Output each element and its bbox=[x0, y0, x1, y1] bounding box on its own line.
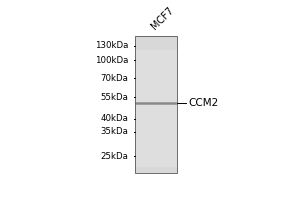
Text: 130kDa: 130kDa bbox=[95, 41, 128, 50]
Text: CCM2: CCM2 bbox=[189, 98, 219, 108]
Text: 25kDa: 25kDa bbox=[100, 152, 128, 161]
Bar bbox=[135, 50, 177, 167]
Text: 55kDa: 55kDa bbox=[100, 93, 128, 102]
Text: MCF7: MCF7 bbox=[149, 5, 175, 32]
Text: 100kDa: 100kDa bbox=[95, 56, 128, 65]
Text: 35kDa: 35kDa bbox=[100, 127, 128, 136]
Bar bbox=[136, 103, 176, 104]
Text: 40kDa: 40kDa bbox=[100, 114, 128, 123]
Bar bbox=[135, 36, 177, 173]
Bar bbox=[135, 102, 177, 105]
Bar bbox=[135, 36, 177, 173]
Text: 70kDa: 70kDa bbox=[100, 74, 128, 83]
